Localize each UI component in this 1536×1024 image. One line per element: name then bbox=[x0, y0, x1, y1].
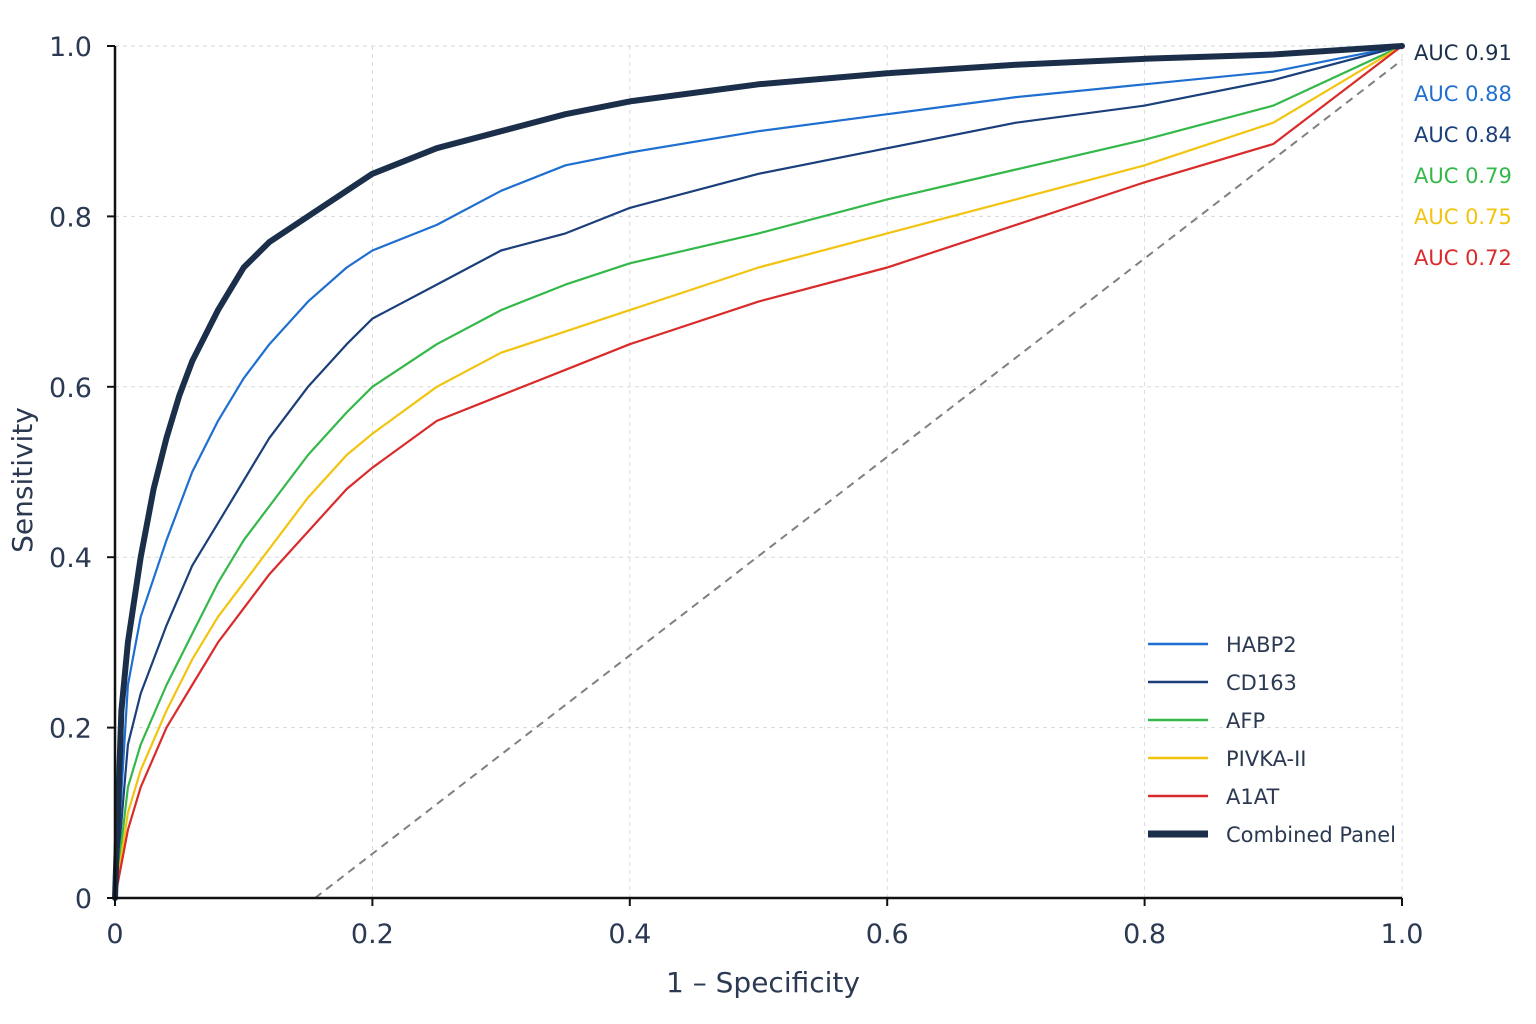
legend-label-afp: AFP bbox=[1226, 709, 1265, 733]
auc-label-afp: AUC 0.79 bbox=[1414, 164, 1512, 188]
legend-label-combined-panel: Combined Panel bbox=[1226, 823, 1396, 847]
y-axis-title: Sensitivity bbox=[6, 407, 39, 553]
x-tick-label: 0 bbox=[106, 919, 123, 950]
legend: HABP2 CD163 AFP PIVKA-II A1AT Combined Panel bbox=[1148, 633, 1396, 847]
series-lines bbox=[112, 43, 1405, 901]
y-tick-label: 0.2 bbox=[49, 714, 92, 745]
series-line-cd163 bbox=[113, 44, 1404, 900]
legend-label-habp2: HABP2 bbox=[1226, 633, 1297, 657]
x-tick-label: 0.2 bbox=[351, 919, 394, 950]
y-tick-label: 0.8 bbox=[49, 202, 92, 233]
x-tick-label: 0.8 bbox=[1123, 919, 1166, 950]
series-line-pivka-ii bbox=[113, 44, 1404, 900]
series-line-a1at bbox=[113, 44, 1404, 900]
x-tick-label: 0.6 bbox=[866, 919, 909, 950]
auc-label-a1at: AUC 0.72 bbox=[1414, 246, 1512, 270]
series-line-afp bbox=[113, 44, 1404, 900]
reference-line bbox=[314, 59, 1403, 899]
x-axis-title: 1 – Specificity bbox=[666, 966, 860, 999]
tick-labels: 0 0.2 0.4 0.6 0.8 1.0 0 0.2 0.4 0.6 0.8 1.0 bbox=[49, 32, 1423, 950]
auc-label-pivka-ii: AUC 0.75 bbox=[1414, 205, 1512, 229]
y-tick-label: 1.0 bbox=[49, 32, 92, 63]
y-tick-label: 0 bbox=[75, 884, 92, 915]
series-line-combined-panel bbox=[112, 43, 1405, 901]
y-tick-label: 0.6 bbox=[49, 373, 92, 404]
auc-labels: AUC 0.91 AUC 0.88 AUC 0.84 AUC 0.79 AUC 0.75… bbox=[1414, 41, 1512, 270]
axes bbox=[113, 46, 1402, 900]
x-tick-label: 0.4 bbox=[608, 919, 651, 950]
legend-label-a1at: A1AT bbox=[1226, 785, 1279, 809]
grid-lines bbox=[115, 45, 1403, 898]
legend-label-pivka-ii: PIVKA-II bbox=[1226, 747, 1307, 771]
x-tick-label: 1.0 bbox=[1381, 919, 1424, 950]
y-tick-label: 0.4 bbox=[49, 543, 92, 574]
auc-label-combined-panel: AUC 0.91 bbox=[1414, 41, 1512, 65]
series-line-habp2 bbox=[113, 44, 1404, 900]
reference-line-group bbox=[314, 59, 1403, 899]
legend-label-cd163: CD163 bbox=[1226, 671, 1297, 695]
auc-label-habp2: AUC 0.88 bbox=[1414, 82, 1512, 106]
auc-label-cd163: AUC 0.84 bbox=[1414, 123, 1512, 147]
